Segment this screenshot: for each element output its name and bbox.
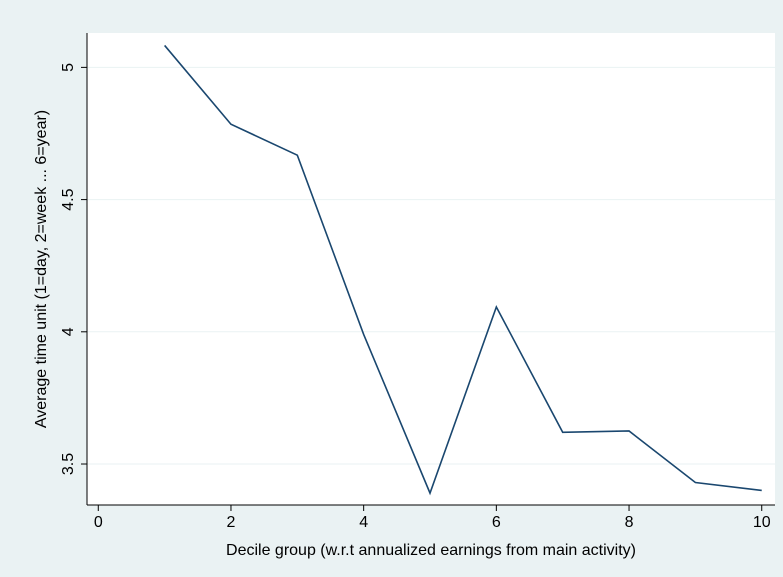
y-tick-label: 5 [60,63,77,72]
y-tick-label: 3.5 [60,453,77,475]
y-tick-label: 4.5 [60,188,77,210]
plot-area [87,33,775,505]
x-tick-label: 4 [359,514,368,531]
line [164,44,762,496]
x-tick-label: 6 [492,514,501,531]
x-tick-label: 2 [227,514,236,531]
x-tick-label: 8 [625,514,634,531]
x-tick-label: 0 [94,514,103,531]
y-tick-label: 4 [60,327,77,336]
x-axis-label: Decile group (w.r.t annualized earnings … [226,542,636,559]
y-axis-label: Average time unit (1=day, 2=week ... 6=y… [33,110,50,428]
x-tick-label: 10 [753,514,771,531]
